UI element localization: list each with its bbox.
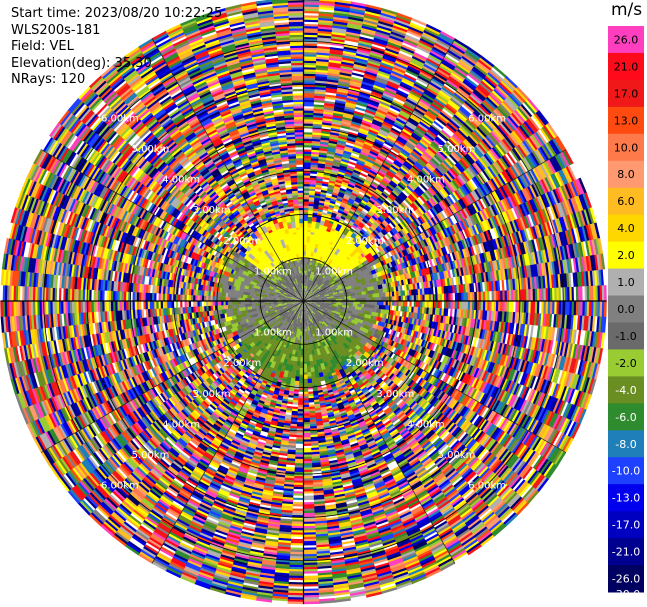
colorbar-tick-label: -4.0: [615, 384, 636, 397]
range-ring-label: 6.00km: [468, 113, 506, 124]
range-ring-label: 5.00km: [438, 144, 476, 155]
colorbar-cell: [608, 26, 644, 54]
range-ring-label: 3.00km: [376, 205, 414, 216]
ppi-gates: [0, 0, 607, 605]
colorbar-cell: [608, 376, 644, 404]
colorbar-cell: [608, 160, 644, 189]
range-ring-label: 1.00km: [254, 266, 292, 277]
colorbar-cell: [608, 430, 644, 458]
range-ring-label: 3.00km: [376, 389, 414, 400]
azimuth-spoke: [303, 149, 567, 302]
range-ring-label: 5.00km: [438, 450, 476, 461]
colorbar-tick-label: 13.0: [614, 114, 639, 127]
colorbar-tick-label: 10.0: [614, 141, 639, 154]
colorbar-cell: [608, 187, 644, 216]
azimuth-spoke: [151, 300, 304, 564]
colorbar-cell: [608, 349, 644, 377]
azimuth-spoke: [303, 38, 456, 302]
colorbar-tick-label: -13.0: [612, 492, 640, 505]
range-ring-label: 2.00km: [223, 358, 261, 369]
range-ring-label: 2.00km: [223, 236, 261, 247]
colorbar-tick-label: -21.0: [612, 546, 640, 559]
colorbar-cell: [608, 79, 644, 108]
colorbar-tick-label: 21.0: [614, 60, 639, 73]
range-ring-label: 4.00km: [162, 419, 200, 430]
ppi-plot: 1.00km 1.00km 1.00km 1.00km 2.00km 2.00km 2.00…: [0, 0, 607, 605]
colorbar-tick-label: -6.0: [615, 411, 636, 424]
azimuth-spoke: [40, 149, 304, 302]
colorbar-cell: [608, 133, 644, 162]
colorbar-unit-label: m/s: [611, 0, 643, 20]
range-rings: 1.00km 1.00km 1.00km 1.00km 2.00km 2.00km 2.00…: [0, 0, 607, 604]
range-ring-label: 1.00km: [315, 328, 353, 339]
colorbar-tick-label: -1.0: [615, 330, 636, 343]
colorbar-tick-label: -2.0: [615, 357, 636, 370]
colorbar-tick-label: 26.0: [614, 33, 639, 46]
range-ring-label: 1.00km: [254, 328, 292, 339]
colorbar-tick-label: -30.0: [612, 588, 640, 601]
colorbar-cell: [608, 457, 644, 485]
colorbar-cell: [608, 106, 644, 135]
range-ring-label: 3.00km: [193, 205, 231, 216]
range-ring-label: 6.00km: [468, 481, 506, 492]
colorbar-cell: [608, 295, 644, 323]
colorbar-tick-label: 6.0: [617, 195, 635, 208]
colorbar-tick-label: 1.0: [617, 276, 635, 289]
range-ring-label: 5.00km: [132, 450, 170, 461]
colorbar-cell: [608, 241, 644, 270]
range-ring-label: 4.00km: [407, 175, 445, 186]
colorbar-tick-label: -17.0: [612, 519, 640, 532]
azimuth-spoke: [40, 300, 304, 453]
colorbar-cell: [608, 511, 644, 539]
colorbar-tick-label: -10.0: [612, 465, 640, 478]
colorbar: 26.0 21.0 17.0 13.0 10.0 8.0 6.0 4.0 2.0 1.0 0.0 -1…: [608, 26, 644, 601]
colorbar-cell: [608, 403, 644, 431]
colorbar-tick-label: 0.0: [617, 303, 635, 316]
colorbar-tick-label: -26.0: [612, 573, 640, 586]
colorbar-tick-label: 8.0: [617, 168, 635, 181]
colorbar-cell: [608, 565, 644, 593]
range-ring-label: 6.00km: [101, 481, 139, 492]
colorbar-cell: [608, 538, 644, 566]
range-ring-label: 5.00km: [132, 144, 170, 155]
range-ring-label: 2.00km: [346, 358, 384, 369]
colorbar-tick-label: 17.0: [614, 87, 639, 100]
colorbar-cell: [608, 484, 644, 512]
range-ring-label: 4.00km: [162, 175, 200, 186]
range-ring-label: 3.00km: [193, 389, 231, 400]
azimuth-spoke: [151, 38, 304, 302]
azimuth-spoke: [303, 300, 456, 564]
range-ring-label: 4.00km: [407, 419, 445, 430]
colorbar-tick-label: 4.0: [617, 222, 635, 235]
colorbar-cell: [608, 268, 644, 297]
colorbar-tick-label: 2.0: [617, 249, 635, 262]
colorbar-cell: [608, 214, 644, 243]
colorbar-cell: [608, 52, 644, 81]
range-ring-label: 6.00km: [101, 113, 139, 124]
range-ring-label: 1.00km: [315, 266, 353, 277]
colorbar-cell: [608, 322, 644, 350]
range-ring-label: 2.00km: [346, 236, 384, 247]
colorbar-tick-label: -8.0: [615, 438, 636, 451]
azimuth-spoke: [303, 300, 567, 453]
